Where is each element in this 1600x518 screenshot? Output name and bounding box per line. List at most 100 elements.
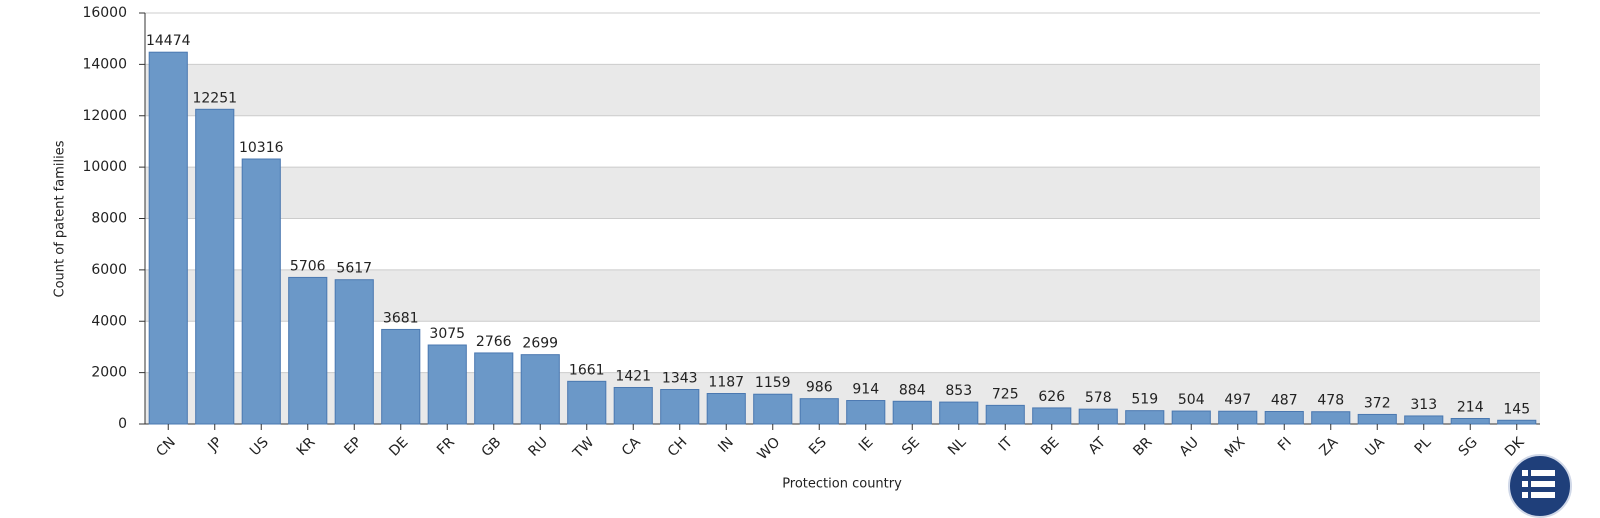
value-label: 1661 xyxy=(569,362,605,378)
value-label: 372 xyxy=(1364,395,1391,411)
grid-band xyxy=(145,372,1540,424)
x-tick-label: CA xyxy=(619,434,644,459)
value-label: 986 xyxy=(806,380,833,396)
x-tick-label: SE xyxy=(899,434,923,458)
x-tick-label: FI xyxy=(1275,434,1295,454)
value-label: 914 xyxy=(852,382,879,398)
bar xyxy=(1125,410,1165,425)
menu-button[interactable] xyxy=(1508,454,1572,518)
value-label: 725 xyxy=(992,386,1019,402)
x-tick-label: SG xyxy=(1456,434,1481,459)
bar xyxy=(241,158,281,425)
x-tick-label: BE xyxy=(1038,434,1062,458)
x-tick-label: FR xyxy=(434,434,458,458)
bar xyxy=(1218,410,1258,425)
bar xyxy=(613,386,653,425)
x-tick-label: RU xyxy=(525,434,550,459)
x-tick-label: ZA xyxy=(1317,434,1342,459)
x-tick-label: WO xyxy=(755,434,784,463)
bar xyxy=(892,400,932,425)
bar xyxy=(1311,411,1351,425)
bar xyxy=(753,393,793,425)
bar xyxy=(706,393,746,425)
bar xyxy=(520,354,560,425)
x-tick-label: EP xyxy=(341,434,365,458)
x-tick-label: IN xyxy=(715,434,737,456)
value-label: 578 xyxy=(1085,390,1112,406)
x-tick-label: CN xyxy=(153,434,179,460)
grid-band xyxy=(145,269,1540,322)
value-label: 884 xyxy=(899,382,926,398)
grid-band xyxy=(145,64,1540,116)
y-tick-label: 0 xyxy=(118,416,127,432)
value-label: 853 xyxy=(945,383,972,399)
bar xyxy=(1497,419,1537,425)
y-tick-label: 2000 xyxy=(91,365,127,381)
menu-icon xyxy=(1531,492,1555,498)
bar xyxy=(381,328,421,425)
y-tick-label: 10000 xyxy=(82,159,127,175)
menu-icon xyxy=(1522,492,1528,498)
y-tick-label: 14000 xyxy=(82,56,127,72)
menu-icon xyxy=(1531,481,1555,487)
x-tick-label: MX xyxy=(1222,434,1249,461)
x-tick-label: GB xyxy=(479,434,505,460)
menu-icon xyxy=(1522,470,1528,476)
x-tick-label: TW xyxy=(570,434,598,462)
value-label: 1187 xyxy=(708,375,744,391)
value-label: 5617 xyxy=(336,261,372,277)
bar xyxy=(1404,415,1444,425)
bar xyxy=(799,398,839,425)
bar xyxy=(1264,410,1304,425)
y-tick-label: 6000 xyxy=(91,262,127,278)
bar xyxy=(195,108,235,425)
menu-icon xyxy=(1522,481,1528,487)
x-tick-label: UA xyxy=(1363,434,1389,460)
x-tick-label: BR xyxy=(1130,434,1155,459)
x-tick-label: KR xyxy=(294,434,319,459)
y-tick-label: 4000 xyxy=(91,313,127,329)
value-label: 497 xyxy=(1224,392,1251,408)
value-label: 313 xyxy=(1410,397,1437,413)
x-tick-label: AU xyxy=(1177,434,1202,459)
bar xyxy=(148,51,188,425)
bar xyxy=(1357,413,1397,425)
bar xyxy=(846,400,886,425)
x-tick-label: IT xyxy=(996,434,1017,455)
x-tick-label: IE xyxy=(856,434,876,454)
x-tick-label: AT xyxy=(1086,434,1110,458)
value-label: 1343 xyxy=(662,371,698,387)
bar xyxy=(1032,407,1072,425)
value-label: 2699 xyxy=(522,336,558,352)
x-tick-label: PL xyxy=(1412,434,1435,457)
y-tick-label: 8000 xyxy=(91,211,127,227)
value-label: 214 xyxy=(1457,400,1484,416)
menu-icon xyxy=(1531,470,1555,476)
bar xyxy=(1078,408,1118,425)
value-label: 504 xyxy=(1178,392,1205,408)
y-tick-label: 12000 xyxy=(82,108,127,124)
bar xyxy=(427,344,467,425)
x-axis-label: Protection country xyxy=(782,477,902,492)
y-tick-label: 16000 xyxy=(82,5,127,21)
value-label: 487 xyxy=(1271,392,1298,408)
x-tick-label: US xyxy=(247,434,272,459)
bar xyxy=(288,276,328,425)
grid-band xyxy=(145,167,1540,219)
bar xyxy=(1450,418,1490,425)
x-tick-label: NL xyxy=(945,434,969,458)
bar xyxy=(1171,410,1211,425)
value-label: 10316 xyxy=(239,140,284,156)
x-tick-label: DE xyxy=(386,434,411,459)
bar xyxy=(474,352,514,425)
value-label: 5706 xyxy=(290,258,326,274)
y-axis-label: Count of patent families xyxy=(53,140,68,297)
x-tick-label: DK xyxy=(1502,434,1528,460)
bar xyxy=(567,380,607,425)
bar xyxy=(985,404,1025,425)
value-label: 3681 xyxy=(383,310,419,326)
value-label: 145 xyxy=(1503,401,1530,417)
value-label: 478 xyxy=(1317,393,1344,409)
value-label: 1159 xyxy=(755,375,791,391)
